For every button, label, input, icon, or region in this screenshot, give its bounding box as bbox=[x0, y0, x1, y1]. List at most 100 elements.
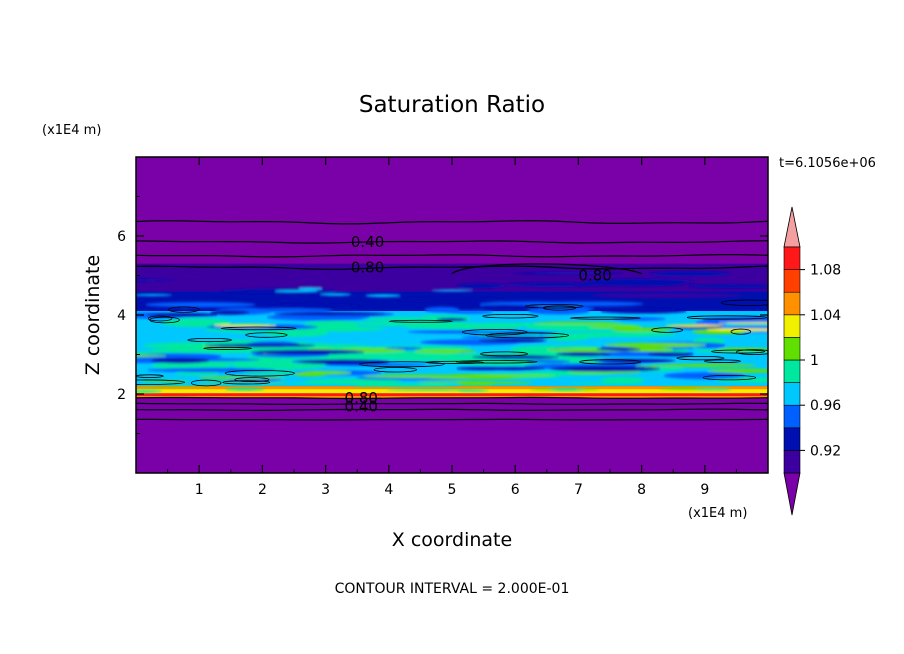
inner-contour bbox=[579, 359, 642, 365]
field-streak bbox=[695, 388, 733, 391]
colorbar-label: 0.96 bbox=[810, 398, 841, 414]
field-streak bbox=[456, 283, 506, 289]
field-streak bbox=[136, 278, 177, 282]
field-streak bbox=[319, 293, 352, 296]
x-tick-label: 5 bbox=[448, 482, 457, 498]
contour-line bbox=[136, 219, 768, 225]
field-streak bbox=[136, 353, 222, 360]
x-unit-label: (x1E4 m) bbox=[688, 506, 747, 521]
inner-contour bbox=[704, 359, 741, 363]
contour-label: 0.40 bbox=[345, 398, 378, 416]
x-tick-label: 8 bbox=[637, 482, 646, 498]
field-streak bbox=[477, 338, 548, 343]
contour-interval-footer: CONTOUR INTERVAL = 2.000E-01 bbox=[335, 581, 570, 597]
inner-contour bbox=[524, 304, 584, 309]
field-streak bbox=[431, 289, 474, 292]
inner-contour bbox=[224, 369, 295, 377]
field-streak bbox=[224, 387, 265, 391]
y-tick-label: 6 bbox=[117, 229, 126, 245]
field-streak bbox=[548, 388, 585, 391]
field-streak bbox=[705, 328, 768, 332]
field-streaks bbox=[136, 266, 768, 393]
colorbar-segment bbox=[783, 246, 801, 270]
field-streak bbox=[404, 324, 523, 330]
field-streak bbox=[600, 308, 687, 314]
field-band bbox=[136, 389, 768, 394]
inner-contour bbox=[480, 351, 529, 357]
field-streak bbox=[332, 354, 390, 360]
field-streak bbox=[525, 322, 643, 332]
colorbar-label: 1 bbox=[810, 353, 819, 369]
field-streak bbox=[298, 287, 323, 291]
field-streak bbox=[600, 377, 645, 384]
colorbar-segment bbox=[783, 337, 801, 361]
field-streak bbox=[136, 390, 163, 393]
field-streak bbox=[193, 280, 345, 285]
field-streak bbox=[303, 320, 360, 329]
inner-contour bbox=[187, 337, 232, 343]
inner-contour bbox=[147, 315, 173, 322]
inner-contour bbox=[149, 316, 180, 324]
inner-contour bbox=[720, 299, 768, 306]
inner-contour bbox=[676, 355, 725, 361]
inner-contour bbox=[373, 367, 418, 373]
inner-contour bbox=[425, 360, 484, 364]
field-streak bbox=[136, 385, 212, 388]
x-tick-label: 7 bbox=[574, 482, 583, 498]
field-streak bbox=[386, 389, 483, 391]
colorbar-extend-top bbox=[783, 206, 801, 248]
inner-contour bbox=[245, 332, 288, 338]
inner-contour bbox=[569, 316, 641, 320]
inner-contour bbox=[136, 374, 164, 378]
field-streak bbox=[293, 372, 327, 377]
contour-label: 0.80 bbox=[578, 267, 611, 285]
field-streak bbox=[150, 357, 211, 364]
field-streak bbox=[311, 284, 395, 290]
field-streak bbox=[702, 316, 768, 323]
x-tick-label: 2 bbox=[258, 482, 267, 498]
inner-contour bbox=[736, 349, 768, 355]
colorbar-label: 1.08 bbox=[810, 263, 841, 279]
x-tick-label: 4 bbox=[384, 482, 393, 498]
colorbar-label: 0.92 bbox=[810, 443, 841, 459]
inner-contour bbox=[220, 326, 297, 331]
inner-contour bbox=[651, 327, 684, 333]
field-streak bbox=[582, 279, 696, 285]
x-tick-label: 3 bbox=[321, 482, 330, 498]
field-streak bbox=[204, 343, 316, 348]
field-streak bbox=[407, 330, 495, 334]
colorbar-segment bbox=[783, 269, 801, 293]
field-streak bbox=[213, 324, 277, 327]
field-streak bbox=[395, 297, 506, 303]
field-streak bbox=[455, 381, 534, 385]
field-streak bbox=[503, 282, 603, 287]
x-tick-label: 6 bbox=[511, 482, 520, 498]
field-streak bbox=[461, 335, 558, 339]
inner-contour bbox=[136, 379, 185, 385]
field-band bbox=[136, 393, 768, 396]
axis-ticks: 1 2 3 4 5 6 7 8 9 2 4 6 bbox=[117, 157, 768, 498]
contour-line bbox=[136, 418, 768, 421]
colorbar-segment bbox=[783, 291, 801, 316]
field-streak bbox=[273, 312, 386, 316]
field-streak bbox=[145, 302, 256, 308]
field-streak bbox=[567, 370, 641, 374]
contour-line bbox=[136, 265, 768, 270]
field-streak bbox=[647, 352, 694, 357]
colorbar-segment bbox=[783, 404, 801, 429]
field-streak bbox=[264, 329, 329, 337]
field-streak bbox=[450, 374, 556, 377]
field-streak bbox=[533, 321, 622, 325]
contour-label: 0.80 bbox=[345, 389, 378, 407]
contour-label: 0.80 bbox=[351, 259, 384, 277]
inner-contour bbox=[222, 380, 271, 385]
inner-contour bbox=[203, 346, 252, 350]
contour-line bbox=[136, 254, 768, 258]
inner-contour bbox=[730, 328, 752, 335]
field-streak bbox=[707, 368, 768, 373]
inner-contour bbox=[167, 306, 200, 313]
chart-title: Saturation Ratio bbox=[359, 92, 545, 118]
colorbar-extend-bottom bbox=[783, 472, 801, 516]
colorbar: 0.92 0.96 1 1.04 1.08 bbox=[783, 206, 841, 516]
